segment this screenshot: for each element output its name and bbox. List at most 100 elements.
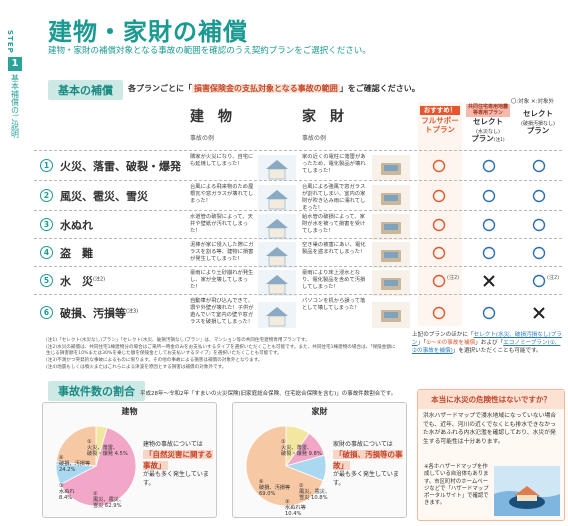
chart-title: 家財 [311,407,328,416]
footnote: (注4)地震もしくは噴火またはこれらによる津波を原因とする損害は補償の対象外です… [46,364,227,370]
plan-head-full: おすすめ！ フルサポートプラン [420,106,460,135]
hazard-note: ※各ホハザードマップを作成している自治体もあります。市区町村のホームページなどで… [424,464,489,507]
row-number: 4 [40,246,53,259]
step-label: STEP [6,30,14,54]
row-label: 風災、雹災、雪災 [60,190,148,203]
lead-text: 建物・家財の補償対象となる事故の範囲を確認のうえ契約プランをご選択ください。 [48,46,371,56]
plan-head-select-nowater: 共同住宅専用地震等専用プラン セレクト (水災なし) プラン(注1) [466,104,510,144]
covered-mark [532,159,546,173]
row-label: 破損、汚損等(注3) [60,307,139,320]
covered-mark [482,246,496,260]
kazai-example-text: 家の近くの電柱に落雷があったため、電化製品が壊れてしまった！ [302,154,366,174]
kazai-example-text: 豪雨により床上浸水となり、電化製品を含めて汚損してしまった！ [302,270,366,290]
mark-note: (注2) [547,275,560,281]
building-example-text: 水道管の破裂によって、天井や壁紙が汚れてしまった！ [190,214,253,234]
row-number: 3 [40,218,53,231]
pie-label: ② 風災、雹災、 雪災 62.9% [93,491,125,510]
kazai-example-text: パソコンを机から誤って落として壊してしまった！ [302,298,366,311]
coverage-row: 5 水 災(注2) 豪雨により土砂崩れが発生し、家が全壊してしまった！ 豪雨により床上… [34,266,562,296]
not-covered-mark [533,307,545,319]
step-sidebar: STEP 1 基本補償のご説明 [6,30,24,138]
kazai-example-illustration [372,155,410,181]
pie-slice [59,427,137,507]
building-pie [55,425,137,507]
step-number: 1 [8,56,22,71]
kazai-example-illustration [372,270,410,296]
covered-mark [482,306,496,320]
covered-mark [432,189,446,203]
row-label: 水 災(注2) [60,275,106,288]
row-number: 1 [40,159,53,172]
building-example-illustration [258,242,296,268]
other-plans-note: 上記のプランのほかに「セレクト(水災、破損汚損なし)プラン」「①〜④の事故を補償… [412,332,562,354]
building-example-text: 隣家が火災になり、自宅にも延焼してしまった！ [190,154,254,167]
kazai-example-illustration [372,242,410,268]
row-number: 5 [40,274,53,287]
row-number: 2 [40,189,53,202]
accident-count-subtitle: 平成28年〜令和2年「すまいの火災保険(旧家庭総合保険、住宅総合保険を含む)」の… [140,391,397,397]
building-chart-message: 建物の事故については 「自然災害に関する事故」 が最も多く発生しています。 [143,441,213,488]
covered-mark [532,189,546,203]
kazai-example-illustration [372,214,410,240]
coverage-row: 1 火災、落雷、破裂・爆発 隣家が火災になり、自宅にも延焼してしまった！ 家の近くの電… [34,150,562,181]
covered-mark [432,274,446,288]
kazai-example-text: 空き巣の被害にあい、電化製品を盗まれてしまった！ [302,242,366,255]
col-kazai-example: 事故の例 [302,135,327,142]
mark-note: (注2) [447,275,460,281]
building-example-text: 泥棒が家に侵入した際にガラスを割る等、建物に損害が発生してしまった！ [190,242,254,262]
kazai-chart-message: 家財の事故については 「破損、汚損等の事故」 が最も多く発生しています。 [333,441,403,488]
page-title: 建物・家財の補償 [48,18,248,46]
col-kazai: 家 財 [302,109,344,125]
covered-mark [432,306,446,320]
kazai-pie [245,425,327,507]
kazai-chart: 家財 家財の事故については 「破損、汚損等の事故」 が最も多く発生しています。 ① … [232,402,407,518]
not-covered-mark [483,275,495,287]
building-chart: 建物 建物の事故については 「自然災害に関する事故」 が最も多く発生しています。 ①… [42,402,217,518]
hazard-body: 洪水ハザードマップで浸水地域になっていない場合でも、近年、河川の近くでなくとも排… [423,413,557,446]
building-example-illustration [258,214,296,240]
mark-legend: 〇:対象 ✕:対象外 [510,99,554,105]
step-title: 基本補償のご説明 [10,73,20,138]
hazard-title: 本当に水災の危険性はないですか？ [418,390,564,409]
pie-label: ⑥ 破損、汚損等 24.2% [59,455,91,474]
kazai-example-illustration [372,185,410,211]
pie-slice [245,425,324,507]
coverage-row: 4 盗 難 泥棒が家に侵入した際にガラスを割る等、建物に損害が発生してしまった！ 空き… [34,238,562,268]
chart-title: 建物 [121,407,138,416]
pie-slice [55,425,97,467]
covered-mark [532,274,546,288]
row-label: 盗 難 [60,247,93,260]
basic-coverage-heading: 基本の補償 [48,80,123,100]
covered-mark [532,218,546,232]
pie-label: ⑥ 破損、汚損等 69.0% [259,479,291,498]
pie-label: ③ 水ぬれ 8.4% [59,483,75,502]
row-number: 6 [40,306,53,319]
coverage-row: 6 破損、汚損等(注3) 自動車が飛び込んできて、塀や外壁が壊れた！子供が遊んでいて… [34,294,562,330]
col-building: 建 物 [190,109,232,125]
footnotes: (注1)「セレクト(水災なし)プラン」「セレクト(水災、破損汚損なし)プラン」は… [46,338,396,371]
building-example-illustration [258,270,296,296]
table-header: 建 物 事故の例 家 財 事故の例 おすすめ！ フルサポートプラン 共同住宅専用… [34,102,562,150]
accident-count-heading: 事故件数の割合 [48,381,145,401]
flooded-house-illustration [494,466,560,516]
row-label: 水ぬれ [60,219,93,232]
basic-coverage-subtitle: 各プランごとに「 損害保険金の支払対象となる事故の範囲 」をご確認ください。 [128,84,420,93]
kazai-example-illustration [372,302,410,328]
covered-mark [532,246,546,260]
building-example-illustration [258,155,296,181]
covered-mark [482,159,496,173]
pie-label: ③ 水ぬれ等 10.4% [285,499,306,518]
pie-label: ① 火災、落雷、 破裂・爆発 9.8% [281,439,322,458]
kazai-example-text: 給水管の破損によって、家財が水を被って損害を受けてしまった！ [302,214,366,234]
recommended-column-bg [418,102,462,326]
coverage-row: 3 水ぬれ 水道管の破裂によって、天井や壁紙が汚れてしまった！ 給水管の破損によって、… [34,210,562,240]
footnote: (注1)「セレクト(水災なし)プラン」「セレクト(水災、破損汚損なし)プラン」は… [46,338,310,343]
covered-mark [432,218,446,232]
building-example-text: 台風による飛来物のため屋根瓦や窓ガラスが壊れてしまった！ [190,184,254,204]
coverage-table: 建 物 事故の例 家 財 事故の例 おすすめ！ フルサポートプラン 共同住宅専用… [34,102,562,328]
coverage-row: 2 風災、雹災、雪災 台風による飛来物のため屋根瓦や窓ガラスが壊れてしまった！ 台風に… [34,180,562,211]
row-label: 火災、落雷、破裂・爆発 [60,160,181,173]
footnote: (注2)水災の補償は、共同住宅1棟建物分の場合はご来所一時金のみをお支払いするタ… [46,344,396,357]
covered-mark [482,189,496,203]
covered-mark [432,246,446,260]
